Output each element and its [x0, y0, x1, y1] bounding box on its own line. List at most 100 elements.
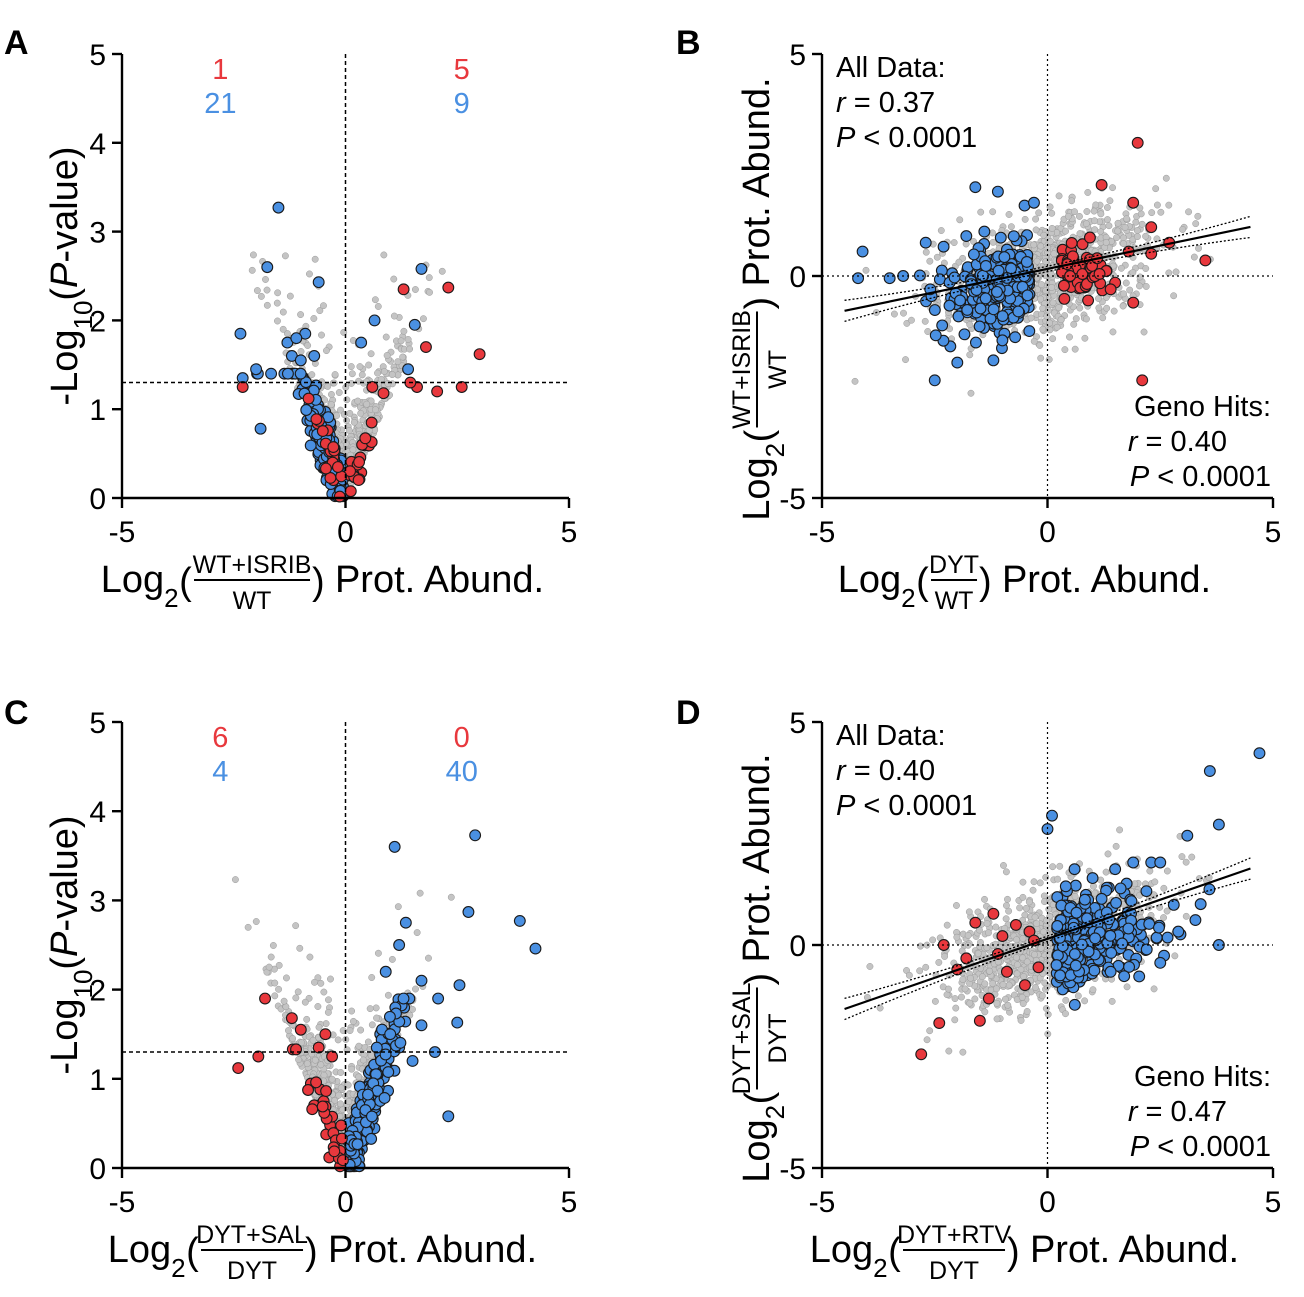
y-tick-label: 0	[789, 261, 806, 294]
data-point-grey	[1152, 185, 1160, 193]
data-point-grey	[1123, 983, 1131, 991]
data-point-grey	[993, 999, 1001, 1007]
data-point-red	[320, 1085, 333, 1097]
y-tick-label: 2	[89, 305, 106, 338]
data-point-blue	[1069, 959, 1082, 972]
data-point-red	[331, 461, 344, 473]
data-point-grey	[413, 929, 421, 937]
panel-letter: A	[4, 24, 29, 62]
data-point-grey	[1013, 936, 1020, 944]
data-point-grey	[1040, 231, 1048, 239]
data-point-grey	[1190, 253, 1198, 261]
fraction-numerator: WT+ISRIB	[193, 551, 312, 579]
data-point-grey	[345, 1098, 353, 1106]
data-point-grey	[357, 409, 365, 417]
data-point-blue	[397, 992, 410, 1005]
data-point-blue	[1023, 325, 1036, 338]
svg-text:r = 0.40: r = 0.40	[836, 755, 935, 787]
data-point-grey	[937, 227, 945, 234]
data-point-grey	[347, 379, 355, 387]
data-point-grey	[275, 985, 283, 993]
data-point-grey	[926, 257, 934, 265]
data-point-blue	[996, 334, 1009, 347]
data-point-grey	[371, 296, 379, 304]
data-point-grey	[1102, 239, 1110, 246]
data-point-grey	[1036, 879, 1044, 887]
data-point-red	[1104, 283, 1117, 296]
y-tick-label: -5	[779, 1153, 806, 1186]
data-point-blue	[383, 1010, 396, 1023]
panel-letter: D	[676, 694, 701, 732]
data-point-grey	[366, 1005, 374, 1013]
data-point-grey	[327, 401, 335, 409]
data-point-red	[290, 1043, 303, 1056]
data-point-grey	[1134, 233, 1141, 241]
data-point-blue	[1253, 747, 1266, 760]
data-point-red	[442, 281, 455, 294]
fraction-numerator: DYT	[929, 551, 979, 579]
data-point-blue	[1154, 856, 1167, 869]
data-point-grey	[1046, 326, 1054, 334]
svg-text:): )	[738, 973, 780, 986]
data-point-blue	[1167, 898, 1180, 911]
data-point-grey	[1056, 862, 1064, 870]
x-tick-label: 0	[1039, 1186, 1056, 1219]
data-point-blue	[991, 285, 1003, 298]
data-point-grey	[900, 309, 907, 317]
data-point-grey	[324, 382, 332, 390]
data-point-blue	[996, 310, 1009, 323]
data-point-red	[310, 413, 323, 426]
data-point-grey	[1165, 269, 1173, 277]
data-point-grey	[953, 933, 961, 941]
data-point-blue	[919, 236, 932, 249]
fraction-numerator: DYT+RTV	[897, 1221, 1011, 1249]
svg-text:): )	[312, 561, 325, 603]
data-point-grey	[989, 229, 996, 237]
data-point-grey	[295, 1056, 303, 1064]
data-point-grey	[1053, 323, 1061, 331]
data-point-grey	[1121, 223, 1129, 231]
data-point-grey	[297, 311, 305, 319]
data-point-grey	[1019, 893, 1027, 901]
data-point-blue	[1123, 960, 1136, 973]
data-point-grey	[1049, 335, 1057, 343]
x-tick-label: 0	[337, 1186, 354, 1219]
data-point-grey	[1031, 913, 1039, 921]
data-point-grey	[265, 963, 273, 971]
data-point-grey	[324, 1008, 332, 1016]
svg-text:-Log10(P-value): -Log10(P-value)	[44, 815, 98, 1074]
data-point-grey	[981, 1008, 989, 1016]
svg-text:(: (	[738, 1091, 780, 1104]
y-axis-title: Log2(WT+ISRIB WT)Prot. Abund.	[728, 77, 792, 520]
data-point-blue	[370, 1041, 383, 1054]
data-point-grey	[967, 974, 974, 982]
data-point-blue	[979, 292, 992, 305]
data-point-blue	[1068, 998, 1081, 1011]
data-point-grey	[1076, 230, 1084, 238]
data-point-blue	[1104, 965, 1117, 978]
data-point-grey	[1136, 273, 1144, 281]
data-point-grey	[1018, 993, 1026, 1001]
data-point-grey	[924, 328, 932, 335]
data-point-grey	[977, 938, 984, 946]
data-point-blue	[913, 269, 926, 282]
data-point-grey	[1178, 853, 1186, 861]
data-point-blue	[1007, 230, 1020, 243]
data-point-grey	[1114, 219, 1122, 227]
data-point-grey	[271, 979, 279, 987]
data-point-grey	[986, 967, 993, 975]
data-point-grey	[1137, 210, 1145, 218]
data-point-grey	[1120, 234, 1127, 242]
data-point-grey	[1163, 907, 1171, 915]
data-point-grey	[373, 1014, 380, 1022]
data-point-grey	[902, 356, 909, 364]
data-point-grey	[959, 1048, 967, 1056]
data-point-grey	[1142, 232, 1150, 240]
data-point-red	[312, 1041, 325, 1054]
data-point-grey	[952, 1004, 960, 1012]
data-point-grey	[355, 1073, 363, 1081]
data-point-grey	[1035, 209, 1043, 217]
data-point-grey	[1048, 284, 1056, 291]
svg-text:Prot. Abund.: Prot. Abund.	[328, 1229, 537, 1271]
data-point-grey	[1061, 346, 1069, 354]
